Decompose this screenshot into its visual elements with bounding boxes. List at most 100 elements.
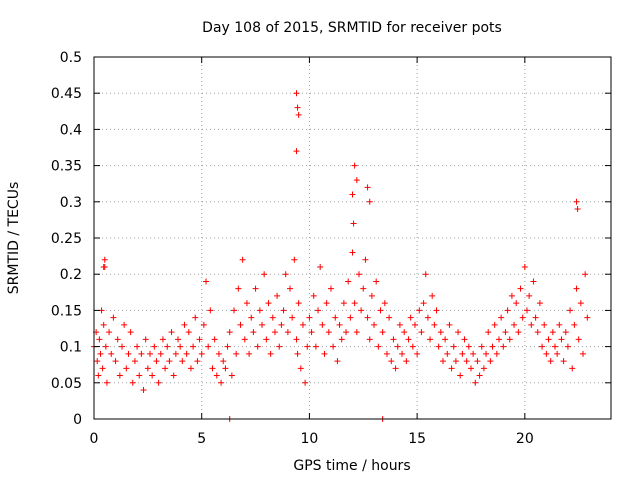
data-point <box>209 365 216 372</box>
data-point <box>153 358 160 365</box>
data-point <box>138 350 145 357</box>
data-point <box>364 314 371 321</box>
data-point <box>103 379 110 386</box>
x-tick-label: 20 <box>516 431 534 447</box>
data-point <box>144 365 151 372</box>
y-tick-label: 0.5 <box>60 50 82 66</box>
data-point <box>508 292 515 299</box>
data-point <box>534 329 541 336</box>
data-point <box>101 256 108 263</box>
data-point <box>280 307 287 314</box>
data-point <box>256 307 263 314</box>
data-point <box>166 358 173 365</box>
data-point <box>343 329 350 336</box>
data-point <box>157 350 164 357</box>
data-point <box>289 314 296 321</box>
data-point <box>340 300 347 307</box>
data-point <box>562 329 569 336</box>
data-point <box>375 343 382 350</box>
data-point <box>543 350 550 357</box>
data-point <box>483 350 490 357</box>
data-point <box>304 343 311 350</box>
data-point <box>271 329 278 336</box>
data-point <box>564 343 571 350</box>
data-point <box>294 104 301 111</box>
data-point <box>551 343 558 350</box>
data-point <box>463 358 470 365</box>
data-point <box>351 162 358 169</box>
data-point <box>162 365 169 372</box>
data-point <box>495 336 502 343</box>
data-point <box>310 292 317 299</box>
data-point <box>142 336 149 343</box>
data-point <box>293 148 300 155</box>
data-point <box>502 329 509 336</box>
data-point <box>424 314 431 321</box>
data-point <box>203 278 210 285</box>
data-point <box>409 343 416 350</box>
data-point <box>312 343 319 350</box>
data-point <box>129 379 136 386</box>
data-point <box>549 329 556 336</box>
data-point <box>442 336 449 343</box>
data-point <box>411 321 418 328</box>
data-point <box>476 372 483 379</box>
data-point <box>297 365 304 372</box>
data-point <box>567 307 574 314</box>
data-point <box>220 358 227 365</box>
data-point <box>478 343 485 350</box>
data-point <box>338 336 345 343</box>
data-point <box>450 343 457 350</box>
data-point <box>444 350 451 357</box>
axis-ticks <box>93 56 611 420</box>
data-point <box>407 314 414 321</box>
data-point <box>379 329 386 336</box>
data-point <box>185 329 192 336</box>
data-point <box>317 263 324 270</box>
data-point <box>233 350 240 357</box>
data-point <box>332 314 339 321</box>
data-point <box>200 321 207 328</box>
data-point <box>530 278 537 285</box>
data-point <box>211 336 218 343</box>
data-point <box>336 321 343 328</box>
data-point <box>95 372 102 379</box>
data-point <box>213 372 220 379</box>
data-point <box>364 184 371 191</box>
data-point <box>278 321 285 328</box>
data-point <box>577 300 584 307</box>
data-point <box>437 329 444 336</box>
data-point <box>231 307 238 314</box>
data-point <box>119 343 126 350</box>
data-point <box>250 329 257 336</box>
data-point <box>110 314 117 321</box>
data-point <box>259 321 266 328</box>
data-point <box>164 343 171 350</box>
data-point <box>517 285 524 292</box>
data-point <box>519 314 526 321</box>
data-point <box>94 358 101 365</box>
data-point <box>294 350 301 357</box>
data-point <box>149 372 156 379</box>
data-point <box>362 256 369 263</box>
data-point <box>461 336 468 343</box>
data-point <box>349 249 356 256</box>
data-point <box>183 350 190 357</box>
data-point <box>573 198 580 205</box>
data-point <box>506 336 513 343</box>
data-point <box>574 206 581 213</box>
data-point <box>358 307 365 314</box>
data-point <box>470 350 477 357</box>
data-point <box>532 314 539 321</box>
data-point <box>321 350 328 357</box>
data-point <box>170 372 177 379</box>
data-point <box>573 285 580 292</box>
y-axis-tick-labels: 0 0.05 0.1 0.15 0.2 0.25 0.3 0.35 0.4 0.45 0.5 <box>51 50 82 428</box>
data-point <box>500 343 507 350</box>
data-point <box>491 321 498 328</box>
data-point <box>418 329 425 336</box>
data-point <box>368 292 375 299</box>
data-point <box>108 350 115 357</box>
y-tick-label: 0.45 <box>51 86 82 102</box>
